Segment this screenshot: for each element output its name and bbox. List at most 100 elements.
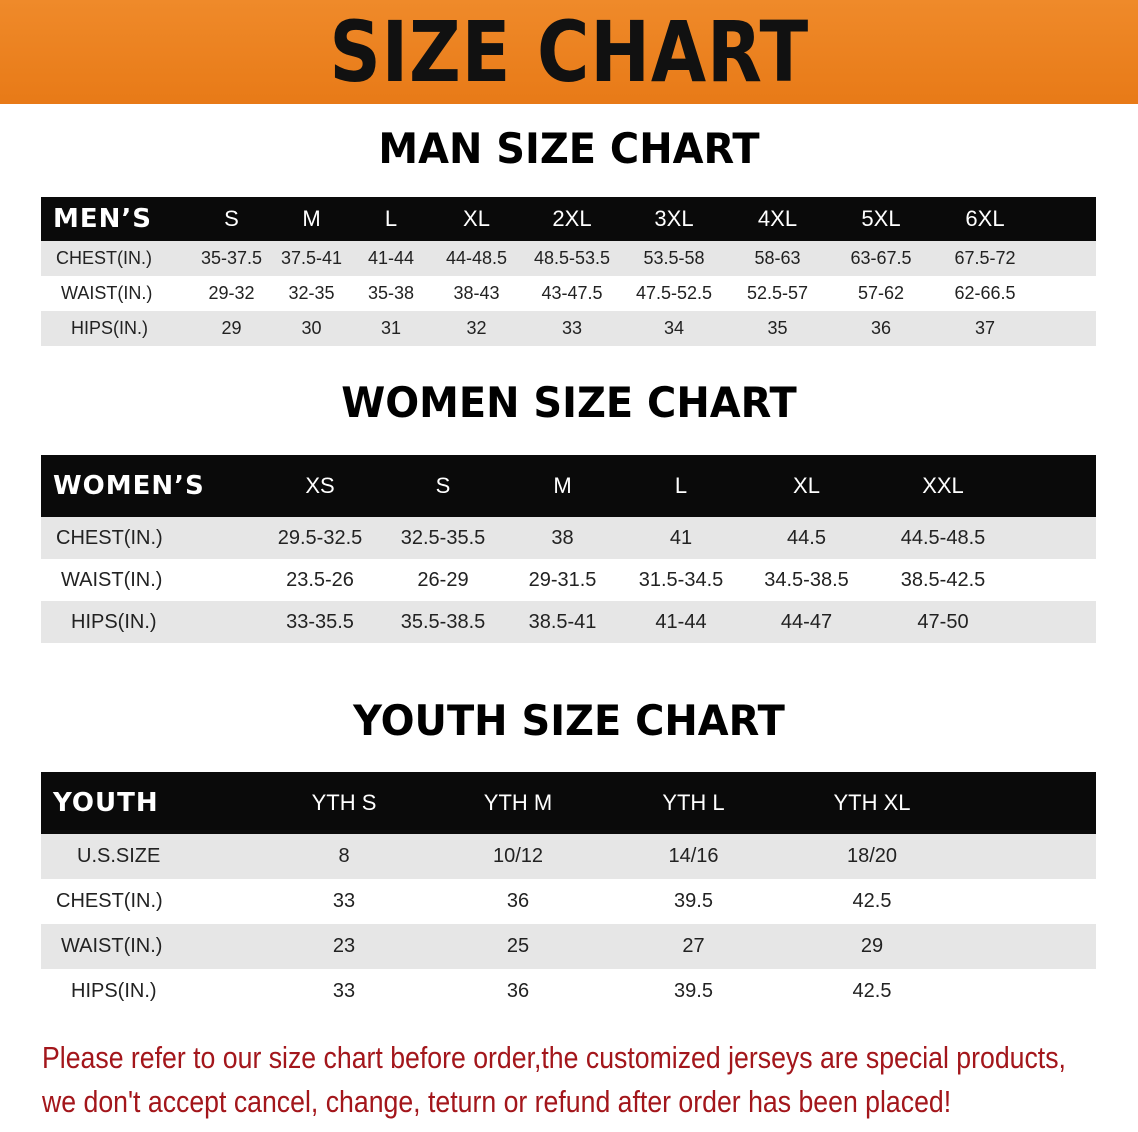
- size-column-header: S: [224, 206, 239, 231]
- measurement-value: 34: [663, 318, 685, 338]
- size-column-header: YTH XL: [833, 790, 911, 815]
- measurement-label: WAIST(IN.): [61, 283, 153, 303]
- measurement-value: 8: [338, 845, 350, 867]
- measurement-value: 10/12: [492, 845, 544, 867]
- table-header-label: WOMEN’S: [53, 471, 205, 501]
- measurement-value: 37.5-41: [280, 248, 343, 268]
- measurement-label: U.S.SIZE: [77, 845, 161, 867]
- measurement-value: 53.5-58: [643, 248, 705, 268]
- measurement-value: 29-32: [208, 283, 255, 303]
- notice-line-2: we don't accept cancel, change, teturn o…: [42, 1084, 952, 1119]
- measurement-value: 30: [301, 318, 322, 338]
- size-chart-banner: SIZE CHART: [0, 0, 1138, 104]
- measurement-label: CHEST(IN.): [56, 526, 163, 549]
- measurement-value: 33: [332, 890, 356, 912]
- banner-title: SIZE CHART: [329, 3, 809, 101]
- men-size-table: MEN’S S M L XL 2XL 3XL 4XL 5XL 6XL CHEST(IN.) 35-37…: [41, 197, 1096, 346]
- measurement-value: 29: [860, 935, 884, 957]
- table-row: WAIST(IN.) 23.5-26 26-29 29-31.5 31.5-34.5 34…: [41, 559, 1096, 601]
- measurement-value: 38: [551, 526, 574, 549]
- measurement-value: 39.5: [674, 980, 713, 1002]
- measurement-label: WAIST(IN.): [61, 568, 163, 591]
- order-notice: Please refer to our size chart before or…: [42, 1036, 1066, 1124]
- measurement-value: 41: [669, 526, 693, 549]
- measurement-value: 32: [466, 318, 487, 338]
- table-row: CHEST(IN.) 35-37.5 37.5-41 41-44 44-48.5 48.5…: [41, 241, 1096, 276]
- table-row: HIPS(IN.) 29 30 31 32 33 34 35 36 37: [41, 311, 1096, 346]
- measurement-value: 43-47.5: [541, 283, 603, 303]
- measurement-value: 33: [561, 318, 583, 338]
- measurement-value: 35-37.5: [200, 248, 263, 268]
- table-header-label: YOUTH: [53, 788, 159, 818]
- measurement-value: 44-48.5: [445, 248, 508, 268]
- women-title: WOMEN SIZE CHART: [341, 378, 797, 427]
- measurement-label: HIPS(IN.): [71, 318, 149, 338]
- measurement-value: 44.5: [787, 526, 826, 549]
- table-header-row: WOMEN’S XS S M L XL XXL: [41, 455, 1096, 517]
- women-size-table: WOMEN’S XS S M L XL XXL CHEST(IN.) 29.5-32.5 32.5…: [41, 455, 1096, 643]
- table-row: WAIST(IN.) 29-32 32-35 35-38 38-43 43-47.5 47.…: [41, 276, 1096, 311]
- notice-line-1: Please refer to our size chart before or…: [42, 1040, 1066, 1075]
- size-column-header: S: [435, 473, 451, 498]
- size-column-header: M: [302, 206, 321, 231]
- measurement-value: 35: [767, 318, 788, 338]
- measurement-value: 47-50: [917, 610, 969, 633]
- size-column-header: M: [553, 473, 572, 498]
- measurement-value: 33-35.5: [286, 610, 354, 633]
- measurement-value: 42.5: [852, 980, 892, 1002]
- table-row: U.S.SIZE 8 10/12 14/16 18/20: [41, 834, 1096, 879]
- table-row: HIPS(IN.) 33 36 39.5 42.5: [41, 969, 1096, 1014]
- size-column-header: XXL: [922, 473, 964, 498]
- size-column-header: XL: [793, 473, 820, 498]
- measurement-value: 23.5-26: [286, 568, 354, 591]
- measurement-value: 63-67.5: [850, 248, 912, 268]
- measurement-value: 23: [332, 935, 356, 957]
- measurement-value: 44.5-48.5: [900, 526, 986, 549]
- measurement-value: 35.5-38.5: [400, 610, 486, 633]
- size-column-header: YTH M: [483, 790, 553, 815]
- size-column-header: XL: [463, 206, 490, 231]
- table-row: CHEST(IN.) 29.5-32.5 32.5-35.5 38 41 44.5 44.5…: [41, 517, 1096, 559]
- measurement-value: 31: [380, 318, 402, 338]
- measurement-value: 41-44: [367, 248, 415, 268]
- measurement-value: 36: [506, 890, 530, 912]
- measurement-value: 39.5: [674, 890, 713, 912]
- measurement-label: WAIST(IN.): [61, 935, 163, 957]
- youth-title: YOUTH SIZE CHART: [353, 696, 785, 745]
- measurement-value: 32-35: [288, 283, 335, 303]
- measurement-value: 58-63: [754, 248, 801, 268]
- size-column-header: YTH L: [662, 790, 725, 815]
- measurement-value: 36: [870, 318, 892, 338]
- measurement-value: 29-31.5: [528, 568, 597, 591]
- size-column-header: L: [384, 206, 398, 231]
- measurement-value: 26-29: [417, 568, 469, 591]
- size-column-header: 6XL: [965, 206, 1005, 231]
- measurement-value: 18/20: [846, 845, 898, 867]
- size-column-header: 2XL: [552, 206, 592, 231]
- measurement-value: 32.5-35.5: [400, 526, 486, 549]
- size-column-header: YTH S: [311, 790, 377, 815]
- measurement-value: 37: [974, 318, 996, 338]
- measurement-value: 33: [332, 980, 356, 1002]
- measurement-value: 38.5-41: [528, 610, 597, 633]
- table-header-row: MEN’S S M L XL 2XL 3XL 4XL 5XL 6XL: [41, 197, 1096, 241]
- measurement-value: 38-43: [453, 283, 500, 303]
- size-column-header: L: [674, 473, 688, 498]
- measurement-value: 57-62: [857, 283, 905, 303]
- table-row: WAIST(IN.) 23 25 27 29: [41, 924, 1096, 969]
- measurement-value: 31.5-34.5: [638, 568, 724, 591]
- measurement-value: 14/16: [668, 845, 719, 867]
- measurement-label: CHEST(IN.): [56, 890, 163, 912]
- table-header-row: YOUTH YTH S YTH M YTH L YTH XL: [41, 772, 1096, 834]
- size-column-header: 4XL: [757, 206, 798, 231]
- measurement-value: 48.5-53.5: [533, 248, 611, 268]
- measurement-value: 67.5-72: [954, 248, 1016, 268]
- table-row: HIPS(IN.) 33-35.5 35.5-38.5 38.5-41 41-44 44-…: [41, 601, 1096, 643]
- measurement-value: 47.5-52.5: [635, 283, 713, 303]
- measurement-value: 35-38: [367, 283, 415, 303]
- size-column-header: 3XL: [654, 206, 694, 231]
- measurement-value: 29.5-32.5: [277, 526, 363, 549]
- measurement-value: 25: [506, 935, 530, 957]
- measurement-value: 36: [506, 980, 530, 1002]
- measurement-label: HIPS(IN.): [71, 610, 157, 633]
